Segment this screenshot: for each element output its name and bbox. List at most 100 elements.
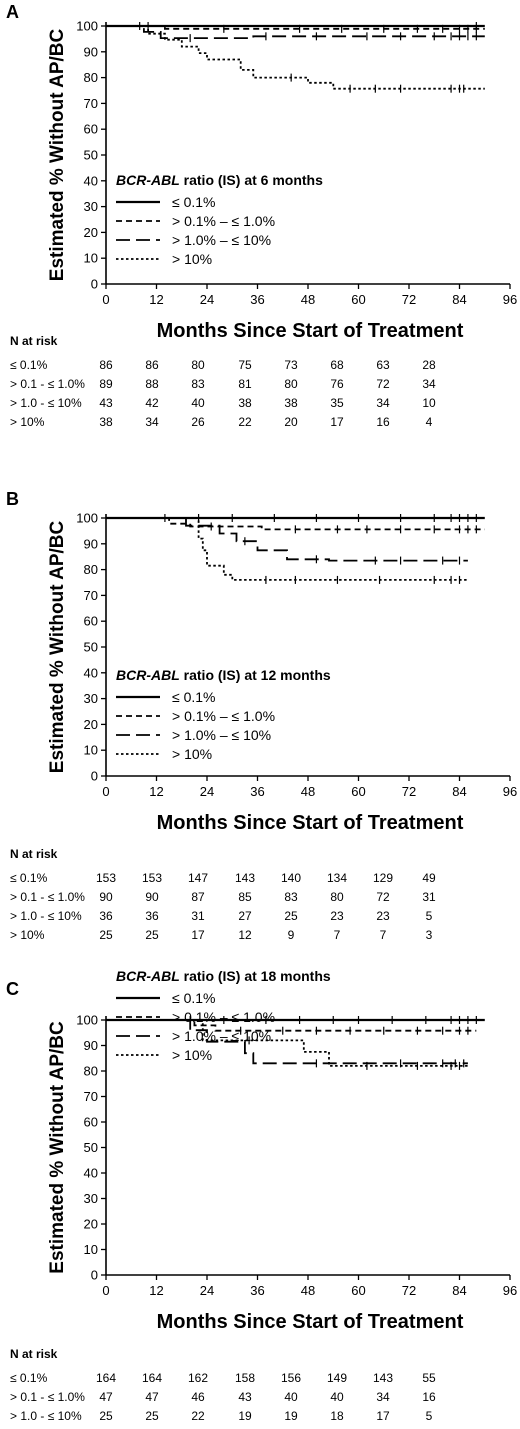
legend-title: BCR-ABL ratio (IS) at 12 months	[116, 667, 331, 683]
y-tick-label: 20	[84, 1217, 98, 1232]
x-tick-label: 36	[250, 784, 264, 799]
y-tick-label: 30	[84, 1191, 98, 1206]
y-tick-label: 80	[84, 562, 98, 577]
x-axis-title: Months Since Start of Treatment	[157, 1311, 464, 1333]
risk-row-label: > 1.0 - ≤ 10%	[10, 909, 82, 923]
x-tick-label: 96	[503, 1283, 517, 1298]
risk-cell: 42	[145, 396, 159, 410]
risk-cell: 72	[376, 377, 390, 391]
y-tick-label: 90	[84, 536, 98, 551]
y-tick-label: 0	[91, 277, 98, 292]
legend-title-rest: ratio (IS) at 12 months	[180, 667, 331, 683]
x-tick-label: 60	[351, 784, 365, 799]
legend-label-3: > 1.0% – ≤ 10%	[172, 232, 271, 248]
x-tick-label: 36	[250, 1283, 264, 1298]
risk-table-header: N at risk	[10, 334, 58, 348]
series-line-3	[106, 517, 468, 562]
risk-cell: 35	[330, 396, 344, 410]
risk-cell: 19	[284, 1409, 298, 1423]
legend-title-gene: BCR-ABL	[116, 172, 180, 188]
y-tick-label: 0	[91, 1268, 98, 1283]
risk-cell: 164	[142, 1371, 162, 1385]
series-line-4	[106, 1019, 468, 1067]
risk-cell: 129	[373, 871, 393, 885]
risk-cell: 34	[145, 415, 159, 429]
risk-cell: 86	[99, 358, 113, 372]
risk-cell: 25	[99, 928, 113, 942]
panel-a: A 0 10 20 30 40 50 60 70 80 90 100 0 12 24 36 48 60 72 84 96…	[6, 2, 517, 429]
risk-cell: 25	[99, 1409, 113, 1423]
risk-cell: 80	[284, 377, 298, 391]
legend-title-gene: BCR-ABL	[116, 667, 180, 683]
x-tick-label: 84	[452, 784, 466, 799]
y-tick-label: 100	[76, 1013, 98, 1028]
risk-cell: 89	[99, 377, 113, 391]
y-tick-label: 10	[84, 743, 98, 758]
x-tick-label: 36	[250, 292, 264, 307]
y-tick-label: 20	[84, 717, 98, 732]
risk-cell: 153	[96, 871, 116, 885]
risk-cell: 73	[284, 358, 298, 372]
risk-cell: 83	[284, 890, 298, 904]
risk-cell: 63	[376, 358, 390, 372]
y-tick-label: 40	[84, 173, 98, 188]
risk-cell: 149	[327, 1371, 347, 1385]
x-tick-label: 72	[402, 1283, 416, 1298]
risk-row-label: > 10%	[10, 415, 45, 429]
risk-cell: 147	[188, 871, 208, 885]
risk-cell: 153	[142, 871, 162, 885]
risk-cell: 34	[376, 1390, 390, 1404]
risk-row-label: > 1.0 - ≤ 10%	[10, 396, 82, 410]
risk-cell: 43	[238, 1390, 252, 1404]
risk-cell: 17	[330, 415, 344, 429]
x-axis-title: Months Since Start of Treatment	[157, 320, 464, 342]
series-line-2	[106, 25, 485, 30]
risk-cell: 17	[191, 928, 205, 942]
risk-cell: 23	[376, 909, 390, 923]
risk-cell: 9	[288, 928, 295, 942]
x-tick-label: 24	[200, 1283, 214, 1298]
x-tick-label: 72	[402, 292, 416, 307]
legend-title-rest: ratio (IS) at 18 months	[180, 968, 331, 984]
risk-cell: 25	[145, 1409, 159, 1423]
legend-label-1: ≤ 0.1%	[172, 689, 215, 705]
risk-row-label: > 0.1 - ≤ 1.0%	[10, 377, 85, 391]
risk-cell: 31	[191, 909, 205, 923]
x-tick-label: 24	[200, 784, 214, 799]
x-tick-label: 84	[452, 292, 466, 307]
legend-label-2: > 0.1% – ≤ 1.0%	[172, 213, 275, 229]
risk-cell: 4	[426, 415, 433, 429]
x-tick-label: 12	[149, 784, 163, 799]
risk-row-label: ≤ 0.1%	[10, 1371, 48, 1385]
risk-cell: 158	[235, 1371, 255, 1385]
y-tick-label: 50	[84, 640, 98, 655]
risk-cell: 36	[99, 909, 113, 923]
risk-cell: 86	[145, 358, 159, 372]
risk-cell: 88	[145, 377, 159, 391]
risk-row-label: > 0.1 - ≤ 1.0%	[10, 890, 85, 904]
x-tick-label: 12	[149, 292, 163, 307]
risk-cell: 20	[284, 415, 298, 429]
x-tick-label: 0	[102, 784, 109, 799]
risk-cell: 162	[188, 1371, 208, 1385]
legend-label-4: > 10%	[172, 251, 212, 267]
series-line-4	[106, 517, 468, 581]
y-tick-label: 100	[76, 19, 98, 34]
risk-cell: 90	[99, 890, 113, 904]
legend-label-1: ≤ 0.1%	[172, 194, 215, 210]
series-line-4	[106, 25, 485, 90]
x-tick-label: 96	[503, 784, 517, 799]
risk-cell: 5	[426, 1409, 433, 1423]
risk-row-label: ≤ 0.1%	[10, 358, 48, 372]
panel-c: C 0 10 20 30 40 50 60 70 80 90 100 0 12 24 36 48 60 72 84 96…	[6, 968, 517, 1429]
risk-cell: 143	[235, 871, 255, 885]
risk-cell: 5	[426, 909, 433, 923]
y-axis-title: Estimated % Without AP/BC	[47, 1021, 68, 1274]
risk-cell: 27	[238, 909, 252, 923]
y-tick-label: 20	[84, 225, 98, 240]
risk-cell: 47	[99, 1390, 113, 1404]
risk-cell: 75	[238, 358, 252, 372]
x-tick-label: 0	[102, 292, 109, 307]
risk-cell: 156	[281, 1371, 301, 1385]
risk-cell: 134	[327, 871, 347, 885]
